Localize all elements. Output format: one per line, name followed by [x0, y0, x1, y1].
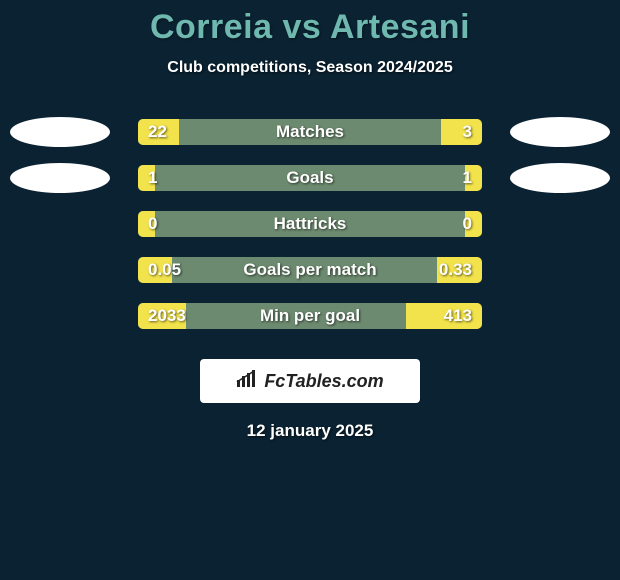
bar-segment-right	[465, 165, 482, 191]
bar-segment-right	[465, 211, 482, 237]
bar-segment-left	[138, 211, 155, 237]
branding-text: FcTables.com	[264, 371, 383, 392]
stat-bar: 2033413Min per goal	[138, 303, 482, 329]
stat-row: 2033413Min per goal	[0, 293, 620, 339]
branding-badge[interactable]: FcTables.com	[200, 359, 420, 403]
stat-rows: 223Matches 11Goals 00Hattricks 0.050.33Goal…	[0, 109, 620, 339]
bar-segment-left	[138, 303, 186, 329]
player-avatar-right	[510, 117, 610, 147]
comparison-widget: Correia vs Artesani Club competitions, S…	[0, 0, 620, 441]
stat-row: 00Hattricks	[0, 201, 620, 247]
bar-segment-right	[406, 303, 482, 329]
stat-label: Hattricks	[138, 214, 482, 234]
stat-row: 0.050.33Goals per match	[0, 247, 620, 293]
player-avatar-left	[10, 163, 110, 193]
stat-label: Goals per match	[138, 260, 482, 280]
stat-bar: 223Matches	[138, 119, 482, 145]
stat-label: Matches	[138, 122, 482, 142]
bar-segment-left	[138, 257, 172, 283]
stat-row: 11Goals	[0, 155, 620, 201]
player-avatar-right	[510, 163, 610, 193]
stat-bar: 11Goals	[138, 165, 482, 191]
stat-label: Goals	[138, 168, 482, 188]
stat-bar: 0.050.33Goals per match	[138, 257, 482, 283]
player-avatar-left	[10, 117, 110, 147]
stat-bar: 00Hattricks	[138, 211, 482, 237]
page-subtitle: Club competitions, Season 2024/2025	[0, 59, 620, 77]
bar-segment-left	[138, 165, 155, 191]
bar-segment-right	[437, 257, 482, 283]
date-line: 12 january 2025	[0, 421, 620, 441]
bar-segment-right	[441, 119, 482, 145]
bar-segment-left	[138, 119, 179, 145]
bar-chart-icon	[236, 370, 258, 393]
page-title: Correia vs Artesani	[0, 8, 620, 47]
stat-row: 223Matches	[0, 109, 620, 155]
